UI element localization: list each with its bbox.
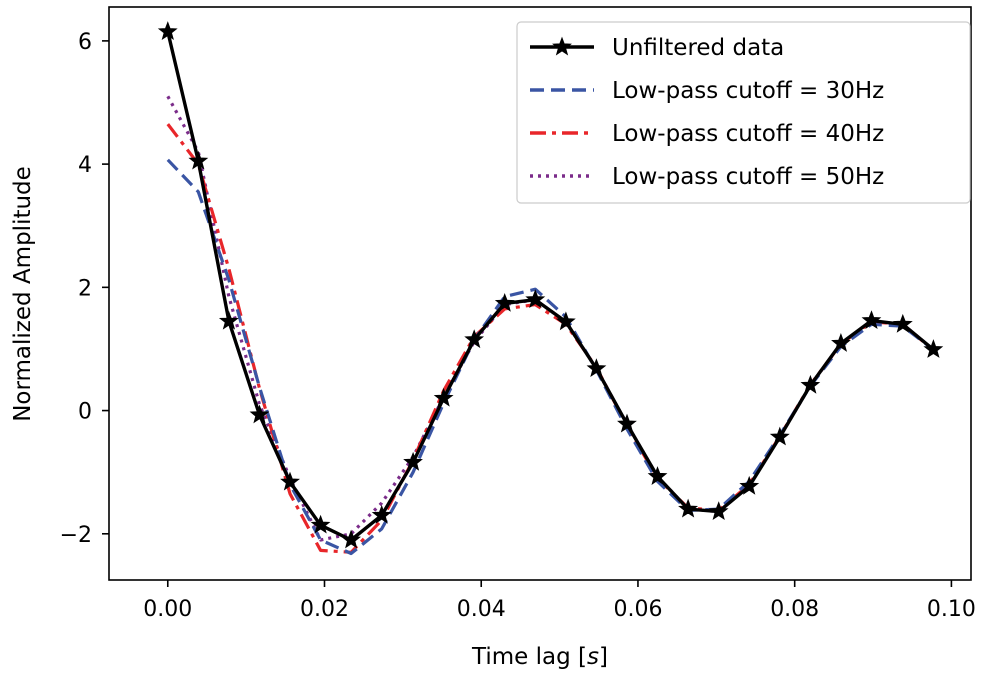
data-point — [586, 358, 607, 378]
data-point — [647, 466, 668, 485]
legend-marker — [552, 36, 572, 56]
data-point — [157, 21, 178, 41]
data-point — [280, 471, 300, 491]
x-tick-label: 0.08 — [770, 597, 819, 622]
x-tick-label: 0.10 — [927, 597, 976, 622]
data-point — [341, 529, 362, 549]
legend: Unfiltered data Low-pass cutoff = 30Hz Low… — [516, 21, 971, 204]
y-tick-label: 6 — [78, 30, 92, 55]
legend-label: Low-pass cutoff = 40Hz — [612, 121, 884, 147]
data-point — [188, 150, 209, 170]
data-point — [831, 332, 851, 352]
legend-label: Low-pass cutoff = 50Hz — [612, 164, 884, 190]
y-tick-label: 2 — [78, 276, 92, 301]
data-point — [892, 313, 913, 333]
series-layer — [157, 21, 944, 556]
x-tick-label: 0.00 — [143, 597, 192, 622]
data-point — [249, 404, 270, 424]
y-tick-label: 4 — [78, 153, 92, 178]
data-point — [433, 387, 454, 407]
data-point — [617, 413, 637, 433]
data-point — [218, 310, 239, 330]
x-tick-label: 0.06 — [613, 597, 662, 622]
series-line — [166, 158, 935, 556]
data-point — [555, 311, 576, 331]
legend-box — [516, 21, 971, 204]
data-point — [678, 498, 699, 518]
data-point — [739, 475, 760, 495]
y-tick-label: −2 — [60, 523, 92, 548]
legend-label: Unfiltered data — [612, 35, 784, 61]
legend-label: Low-pass cutoff = 30Hz — [612, 78, 884, 104]
data-point — [494, 292, 515, 312]
data-point — [708, 501, 729, 521]
y-tick-label: 0 — [78, 400, 92, 425]
x-axis-label: Time lag [s] — [471, 644, 608, 670]
y-axis: −2 0 2 4 6 — [60, 30, 109, 548]
y-axis-label: Normalized Amplitude — [10, 166, 36, 422]
data-point — [403, 451, 423, 471]
data-point — [861, 310, 882, 330]
data-point — [310, 514, 331, 534]
x-tick-label: 0.04 — [457, 597, 506, 622]
x-axis: 0.00 0.02 0.04 0.06 0.08 0.10 — [143, 580, 976, 622]
x-tick-label: 0.02 — [300, 597, 349, 622]
data-point — [525, 289, 546, 309]
data-point — [769, 426, 790, 446]
data-point — [464, 329, 485, 349]
data-point — [371, 504, 392, 524]
data-point — [800, 374, 821, 394]
plot-frame — [108, 6, 972, 581]
data-point — [923, 339, 944, 358]
